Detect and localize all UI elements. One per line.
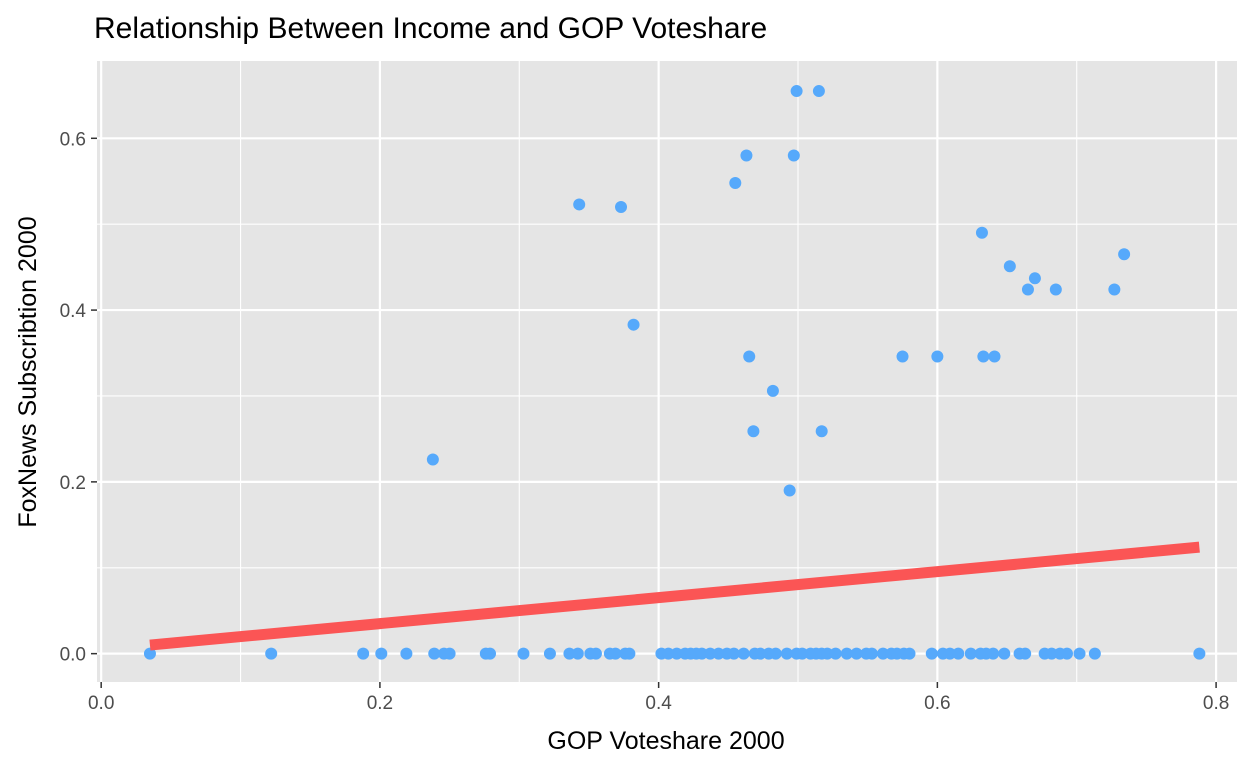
data-point xyxy=(695,647,708,660)
x-tick-label: 0.8 xyxy=(1203,693,1229,714)
data-point xyxy=(964,647,977,660)
data-point xyxy=(1193,647,1206,660)
data-point xyxy=(265,647,278,660)
grid-minor xyxy=(97,61,1237,682)
data-point xyxy=(543,647,556,660)
data-point xyxy=(1060,647,1073,660)
data-point xyxy=(428,647,441,660)
data-point xyxy=(357,647,370,660)
data-point xyxy=(780,647,793,660)
data-point xyxy=(998,647,1011,660)
data-point xyxy=(1088,647,1101,660)
data-point xyxy=(563,647,576,660)
y-tick-label: 0.2 xyxy=(60,473,86,494)
data-point xyxy=(896,350,909,363)
data-point xyxy=(1019,647,1032,660)
x-tick-label: 0.0 xyxy=(88,693,114,714)
data-point xyxy=(865,647,878,660)
data-point xyxy=(712,647,725,660)
y-axis-title: FoxNews Subscribtion 2000 xyxy=(14,216,42,527)
data-point xyxy=(571,647,584,660)
y-tick-label: 0.0 xyxy=(60,645,86,666)
data-point xyxy=(903,647,916,660)
data-point xyxy=(840,647,853,660)
data-point xyxy=(931,350,944,363)
data-point xyxy=(623,647,636,660)
data-point xyxy=(975,226,988,239)
data-point xyxy=(704,647,717,660)
chart-title: Relationship Between Income and GOP Vote… xyxy=(94,12,767,45)
data-point xyxy=(740,149,753,162)
data-point xyxy=(1021,283,1034,296)
data-point xyxy=(375,647,388,660)
data-points xyxy=(143,85,1206,660)
data-point xyxy=(729,176,742,189)
data-point xyxy=(754,647,767,660)
data-point xyxy=(670,647,683,660)
data-point xyxy=(1118,248,1131,261)
data-point xyxy=(769,647,782,660)
data-point xyxy=(1045,647,1058,660)
data-point xyxy=(737,647,750,660)
data-point xyxy=(573,198,586,211)
y-tick-label: 0.6 xyxy=(60,129,86,150)
data-point xyxy=(877,647,890,660)
x-axis-ticks: 0.0 0.2 0.4 0.6 0.8 xyxy=(88,682,1229,714)
data-point xyxy=(1049,283,1062,296)
data-point xyxy=(443,647,456,660)
data-point xyxy=(589,647,602,660)
data-point xyxy=(1028,272,1041,285)
data-point xyxy=(850,647,863,660)
data-point xyxy=(517,647,530,660)
data-point xyxy=(943,647,956,660)
data-point xyxy=(829,647,842,660)
data-point xyxy=(766,384,779,397)
data-point xyxy=(787,149,800,162)
data-point xyxy=(426,453,439,466)
data-point xyxy=(400,647,413,660)
data-point xyxy=(727,647,740,660)
data-point xyxy=(812,85,825,98)
data-point xyxy=(743,350,756,363)
data-point xyxy=(1108,283,1121,296)
x-tick-label: 0.4 xyxy=(645,693,672,714)
fit-line-layer xyxy=(149,541,1200,651)
data-point xyxy=(783,484,796,497)
data-point xyxy=(987,647,1000,660)
data-point xyxy=(790,85,803,98)
data-point xyxy=(484,647,497,660)
x-tick-label: 0.2 xyxy=(367,693,393,714)
data-point xyxy=(662,647,675,660)
plot-panel xyxy=(97,61,1237,682)
data-point xyxy=(1073,647,1086,660)
data-point xyxy=(615,201,628,214)
x-axis-title: GOP Voteshare 2000 xyxy=(547,727,784,755)
data-point xyxy=(977,350,990,363)
data-point xyxy=(925,647,938,660)
data-point xyxy=(952,647,965,660)
data-point xyxy=(143,647,156,660)
fit-line xyxy=(149,541,1200,651)
y-tick-label: 0.4 xyxy=(60,301,87,322)
data-point xyxy=(988,350,1001,363)
data-point xyxy=(821,647,834,660)
data-point xyxy=(609,647,622,660)
x-tick-label: 0.6 xyxy=(924,693,950,714)
data-point xyxy=(627,318,640,331)
data-point xyxy=(815,425,828,438)
data-point xyxy=(796,647,809,660)
data-point xyxy=(747,425,760,438)
y-axis-ticks: 0.0 0.2 0.4 0.6 xyxy=(60,129,97,666)
data-point xyxy=(1003,260,1016,273)
